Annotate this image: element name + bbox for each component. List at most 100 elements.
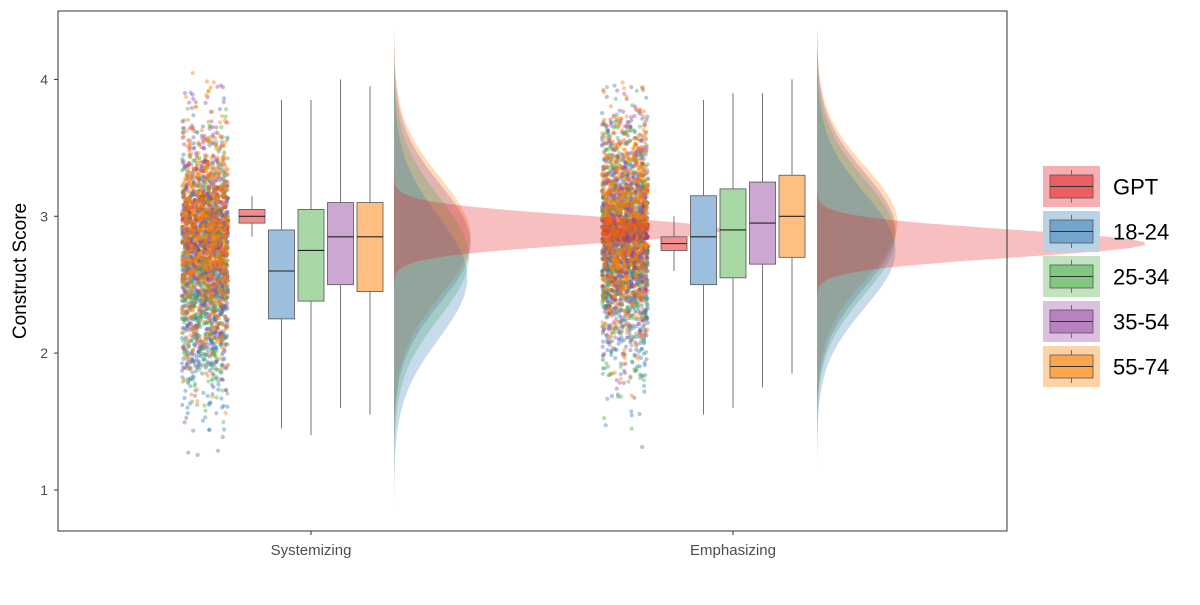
jitter-point — [209, 229, 214, 234]
jitter-point — [629, 359, 635, 364]
jitter-point — [210, 212, 215, 217]
jitter-point — [220, 322, 225, 328]
jitter-point — [187, 184, 192, 189]
jitter-point — [189, 351, 194, 356]
jitter-point — [199, 188, 204, 193]
jitter-point — [201, 197, 206, 202]
jitter-point — [187, 269, 192, 274]
jitter-point — [204, 275, 209, 280]
jitter-point — [205, 319, 210, 324]
jitter-point — [221, 305, 227, 311]
jitter-point — [197, 158, 202, 163]
jitter-point — [192, 167, 197, 172]
jitter-point — [205, 373, 210, 378]
jitter-point — [212, 215, 217, 220]
jitter-point — [213, 332, 218, 337]
jitter-point — [212, 335, 217, 340]
jitter-point — [217, 280, 222, 285]
jitter-point — [221, 279, 226, 284]
jitter-point — [202, 165, 207, 170]
jitter-point — [190, 249, 195, 254]
jitter-point — [223, 139, 228, 145]
jitter-point — [225, 196, 230, 201]
jitter-point — [225, 196, 230, 201]
jitter-point — [185, 269, 190, 274]
jitter-point — [220, 388, 225, 393]
jitter-point — [219, 396, 224, 401]
jitter-point — [201, 138, 206, 143]
jitter-point — [211, 264, 216, 269]
jitter-point — [185, 284, 190, 289]
jitter-point — [208, 338, 213, 343]
jitter-point — [214, 367, 219, 372]
jitter-point — [212, 308, 217, 313]
jitter-point — [220, 163, 225, 168]
jitter-point — [629, 115, 634, 120]
jitter-point — [188, 315, 193, 320]
jitter-point — [203, 408, 208, 413]
jitter-point — [222, 239, 228, 244]
jitter-point — [209, 319, 215, 324]
jitter-point — [219, 331, 224, 336]
jitter-point — [199, 255, 204, 260]
jitter-point — [201, 190, 206, 195]
jitter-point — [199, 163, 204, 168]
jitter-point — [180, 191, 185, 196]
jitter-point — [194, 325, 199, 330]
jitter-point — [221, 195, 226, 200]
jitter-point — [203, 238, 208, 243]
jitter-point — [642, 322, 647, 327]
jitter-point — [194, 166, 199, 172]
jitter-point — [641, 378, 647, 383]
jitter-point — [189, 314, 194, 319]
jitter-point — [181, 225, 186, 230]
jitter-point — [216, 387, 221, 392]
jitter-point — [184, 271, 189, 276]
jitter-point — [225, 188, 230, 193]
jitter-point — [183, 202, 189, 207]
jitter-point — [220, 297, 225, 302]
jitter-point — [212, 325, 217, 330]
jitter-point — [197, 308, 202, 313]
jitter-point — [197, 280, 202, 285]
jitter-point — [197, 199, 202, 204]
jitter-point — [213, 376, 218, 381]
jitter-point — [188, 302, 193, 307]
jitter-point — [199, 240, 204, 245]
jitter-point — [204, 263, 209, 268]
jitter-point — [220, 405, 225, 410]
jitter-point — [186, 345, 191, 350]
jitter-point — [213, 288, 219, 293]
jitter-point — [190, 177, 195, 182]
jitter-point — [628, 348, 633, 353]
jitter-point — [180, 330, 185, 335]
jitter-point — [201, 276, 206, 281]
jitter-point — [194, 204, 199, 209]
jitter-point — [201, 303, 206, 309]
jitter-point — [197, 233, 202, 238]
jitter-point — [199, 266, 204, 271]
jitter-point — [196, 211, 201, 216]
jitter-point — [196, 265, 201, 271]
jitter-point — [224, 299, 229, 304]
jitter-point — [629, 337, 634, 342]
jitter-point — [205, 260, 210, 265]
jitter-point — [217, 178, 222, 183]
jitter-point — [199, 346, 204, 351]
jitter-point — [181, 134, 186, 139]
jitter-point — [188, 305, 193, 310]
jitter-point — [192, 304, 197, 309]
jitter-point — [203, 243, 208, 248]
jitter-point — [190, 70, 195, 76]
jitter-point — [212, 222, 217, 227]
jitter-point — [224, 316, 229, 321]
jitter-point — [199, 268, 204, 273]
jitter-point — [180, 254, 185, 259]
jitter-point — [222, 205, 227, 210]
jitter-point — [180, 262, 185, 267]
jitter-point — [195, 399, 200, 404]
jitter-point — [180, 293, 185, 298]
jitter-point — [193, 207, 198, 212]
jitter-point — [190, 276, 195, 281]
jitter-point — [203, 213, 209, 219]
